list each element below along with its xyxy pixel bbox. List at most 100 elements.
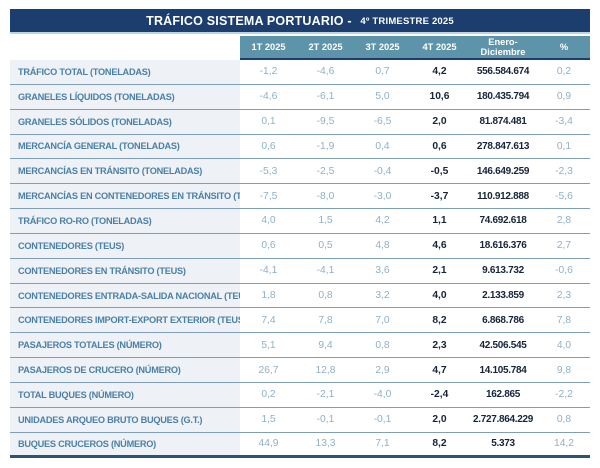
cell-enero-diciembre: 278.847.613 [476, 140, 530, 152]
cell-1t-2025: 0,1 [261, 116, 276, 128]
table-subtitle: 4º TRIMESTRE 2025 [360, 16, 454, 27]
column-header-enero-diciembre: Enero- Diciembre [468, 36, 538, 60]
cell-4t-2025: 8,2 [432, 438, 447, 450]
cell-percent: 2,7 [556, 240, 572, 252]
row-label: CONTENEDORES EN TRÁNSITO (TEUS) [10, 258, 240, 283]
cell-1t-2025: -7,5 [259, 190, 278, 202]
header-spacer [10, 36, 240, 60]
cell-percent: 2,8 [556, 215, 572, 227]
table-row: PASAJEROS DE CRUCERO (NÚMERO) 26,7 12,8 … [10, 358, 590, 383]
cell-2t-2025: -6,1 [316, 91, 335, 103]
cell-percent: 14,2 [553, 438, 575, 450]
cell-1t-2025: -4,6 [259, 91, 278, 103]
table-row: BUQUES CRUCEROS (NÚMERO) 44,9 13,3 7,1 8… [10, 432, 590, 458]
cell-2t-2025: -4,6 [316, 66, 335, 78]
row-label: GRANELES SÓLIDOS (TONELADAS) [10, 109, 240, 134]
cell-1t-2025: -4,1 [259, 265, 278, 277]
cell-2t-2025: -0,1 [316, 414, 335, 426]
table-row: MERCANCÍAS EN TRÁNSITO (TONELADAS) -5,3 … [10, 159, 590, 185]
cell-2t-2025: 0,8 [318, 290, 333, 302]
cell-3t-2025: 4,2 [375, 215, 390, 227]
cell-4t-2025: -0,5 [430, 165, 449, 177]
cell-4t-2025: 2,3 [432, 339, 447, 351]
cell-enero-diciembre: 18.616.376 [479, 240, 527, 252]
cell-1t-2025: 44,9 [258, 438, 279, 450]
cell-1t-2025: -5,3 [259, 165, 278, 177]
cell-enero-diciembre: 9.613.732 [482, 265, 524, 277]
cell-1t-2025: 1,5 [261, 414, 276, 426]
column-header-1t: 1T 2025 [240, 36, 297, 60]
table-row: UNIDADES ARQUEO BRUTO BUQUES (G.T.) 1,5 … [10, 407, 590, 433]
cell-3t-2025: 3,2 [375, 290, 390, 302]
table-row: TOTAL BUQUES (NÚMERO) 0,2 -2,1 -4,0 -2,4… [10, 382, 590, 408]
cell-3t-2025: 5,0 [375, 91, 390, 103]
cell-enero-diciembre: 6.868.786 [482, 314, 524, 326]
row-label: TRÁFICO TOTAL (TONELADAS) [10, 60, 240, 84]
cell-1t-2025: 4,0 [261, 215, 276, 227]
cell-3t-2025: -6,5 [373, 116, 392, 128]
cell-3t-2025: 0,7 [375, 66, 390, 78]
table-row: MERCANCÍA GENERAL (TONELADAS) 0,6 -1,9 0… [10, 134, 590, 160]
cell-enero-diciembre: 74.692.618 [479, 215, 527, 227]
column-header-row: 1T 2025 2T 2025 3T 2025 4T 2025 Enero- D… [10, 36, 590, 60]
cell-3t-2025: -3,0 [373, 190, 392, 202]
cell-4t-2025: 10,6 [429, 91, 450, 103]
row-label: CONTENEDORES ENTRADA-SALIDA NACIONAL (TE… [10, 283, 240, 308]
table-row: GRANELES LÍQUIDOS (TONELADAS) -4,6 -6,1 … [10, 84, 590, 110]
cell-3t-2025: -4,0 [373, 389, 392, 401]
cell-3t-2025: -0,4 [373, 165, 392, 177]
cell-1t-2025: 0,6 [261, 140, 276, 152]
cell-percent: -2,2 [555, 389, 573, 401]
cell-2t-2025: 13,3 [315, 438, 336, 450]
cell-percent: 0,8 [556, 414, 572, 426]
row-label: PASAJEROS DE CRUCERO (NÚMERO) [10, 358, 240, 382]
row-label: MERCANCÍAS EN CONTENEDORES EN TRÁNSITO (… [10, 184, 240, 209]
cell-4t-2025: 4,6 [432, 240, 447, 252]
cell-2t-2025: 1,5 [318, 215, 333, 227]
cell-percent: 0,1 [556, 140, 572, 152]
cell-4t-2025: 1,1 [432, 215, 447, 227]
row-label: TOTAL BUQUES (NÚMERO) [10, 382, 240, 407]
row-label: PASAJEROS TOTALES (NÚMERO) [10, 333, 240, 358]
cell-4t-2025: 4,2 [432, 66, 447, 78]
column-header-4t-label: 4T 2025 [422, 41, 457, 52]
cell-enero-diciembre: 14.105.784 [479, 364, 527, 376]
cell-3t-2025: 7,0 [375, 314, 390, 326]
table-row: CONTENEDORES IMPORT-EXPORT EXTERIOR (TEU… [10, 308, 590, 334]
cell-enero-diciembre: 146.649.259 [476, 165, 530, 177]
cell-percent: -3,4 [555, 116, 573, 128]
cell-percent: 9,8 [556, 364, 572, 376]
cell-1t-2025: 7,4 [261, 314, 276, 326]
table-row: CONTENEDORES ENTRADA-SALIDA NACIONAL (TE… [10, 283, 590, 309]
table-row: GRANELES SÓLIDOS (TONELADAS) 0,1 -9,5 -6… [10, 109, 590, 135]
column-header-enero-label: Enero- [488, 36, 518, 47]
cell-4t-2025: 2,0 [432, 116, 447, 128]
cell-enero-diciembre: 2.727.864.229 [472, 414, 534, 426]
table-row: TRÁFICO RO-RO (TONELADAS) 4,0 1,5 4,2 1,… [10, 209, 590, 234]
cell-1t-2025: 5,1 [261, 339, 276, 351]
cell-3t-2025: -0,1 [373, 414, 392, 426]
cell-4t-2025: 2,1 [432, 265, 447, 277]
row-label: MERCANCÍAS EN TRÁNSITO (TONELADAS) [10, 159, 240, 184]
row-label: MERCANCÍA GENERAL (TONELADAS) [10, 134, 240, 159]
column-header-2t-label: 2T 2025 [308, 41, 343, 52]
cell-enero-diciembre: 2.133.859 [482, 290, 524, 302]
cell-4t-2025: 0,6 [432, 140, 447, 152]
column-header-diciembre-label: Diciembre [480, 47, 526, 57]
cell-3t-2025: 0,4 [375, 140, 390, 152]
table-title: TRÁFICO SISTEMA PORTUARIO - [146, 13, 356, 28]
cell-4t-2025: -2,4 [430, 389, 449, 401]
table-row: PASAJEROS TOTALES (NÚMERO) 5,1 9,4 0,8 2… [10, 333, 590, 359]
cell-enero-diciembre: 556.584.674 [476, 66, 530, 78]
row-label: TRÁFICO RO-RO (TONELADAS) [10, 209, 240, 233]
cell-enero-diciembre: 42.506.545 [479, 339, 527, 351]
cell-1t-2025: 1,8 [261, 290, 276, 302]
row-label: CONTENEDORES (TEUS) [10, 233, 240, 258]
cell-percent: 0,9 [556, 91, 572, 103]
cell-2t-2025: 0,5 [318, 240, 333, 252]
cell-1t-2025: -1,2 [259, 66, 278, 78]
cell-4t-2025: 2,0 [432, 414, 447, 426]
column-header-4t: 4T 2025 [411, 36, 468, 60]
cell-4t-2025: 4,0 [432, 290, 447, 302]
cell-2t-2025: -4,1 [316, 265, 335, 277]
